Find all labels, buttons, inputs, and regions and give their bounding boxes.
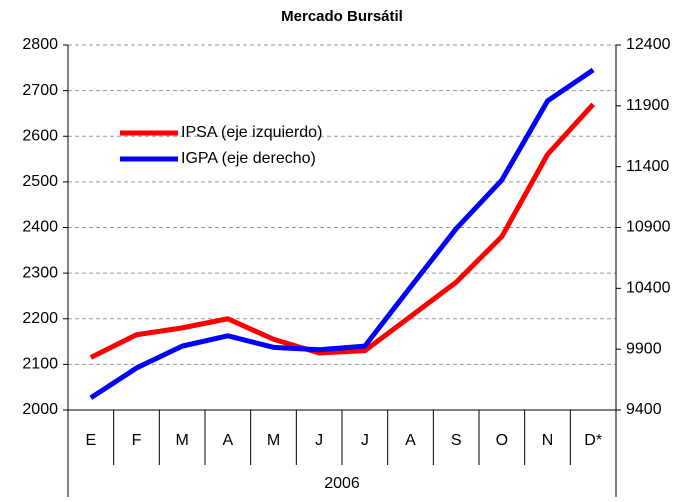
x-tick-label: O <box>496 432 508 449</box>
y-tick-label: 2400 <box>22 219 58 236</box>
y-tick-label: 2700 <box>22 82 58 99</box>
legend-label: IPSA (eje izquierdo) <box>181 124 322 141</box>
y-tick-label: 2300 <box>22 264 58 281</box>
x-tick-label: E <box>85 432 96 449</box>
x-group-label: 2006 <box>324 475 360 492</box>
x-tick-label: F <box>132 432 142 449</box>
y2-tick-label: 9900 <box>626 340 662 357</box>
legend-label: IGPA (eje derecho) <box>181 150 316 167</box>
y-tick-label: 2800 <box>22 36 58 53</box>
y2-tick-label: 11900 <box>626 97 669 114</box>
x-tick-label: J <box>315 432 323 449</box>
x-tick-label: J <box>361 432 369 449</box>
x-tick-label: S <box>451 432 462 449</box>
x-tick-label: M <box>176 432 189 449</box>
line-series <box>89 67 595 400</box>
y-tick-label: 2200 <box>22 310 58 327</box>
chart-title: Mercado Bursátil <box>281 8 403 25</box>
y-tick-label: 2000 <box>22 401 58 418</box>
x-tick-label: D* <box>584 432 602 449</box>
x-tick-label: M <box>267 432 280 449</box>
x-tick-label: A <box>405 432 416 449</box>
y-tick-label: 2500 <box>22 173 58 190</box>
y2-tick-label: 10400 <box>626 280 671 297</box>
y2-tick-label: 9400 <box>626 401 662 418</box>
line-series <box>89 102 596 360</box>
y2-tick-label: 11400 <box>626 158 669 175</box>
x-tick-label: N <box>542 432 554 449</box>
y-tick-label: 2100 <box>22 356 58 373</box>
y2-tick-label: 10900 <box>626 219 671 236</box>
y-tick-label: 2600 <box>22 127 58 144</box>
y2-tick-label: 12400 <box>626 36 671 53</box>
x-tick-label: A <box>222 432 233 449</box>
